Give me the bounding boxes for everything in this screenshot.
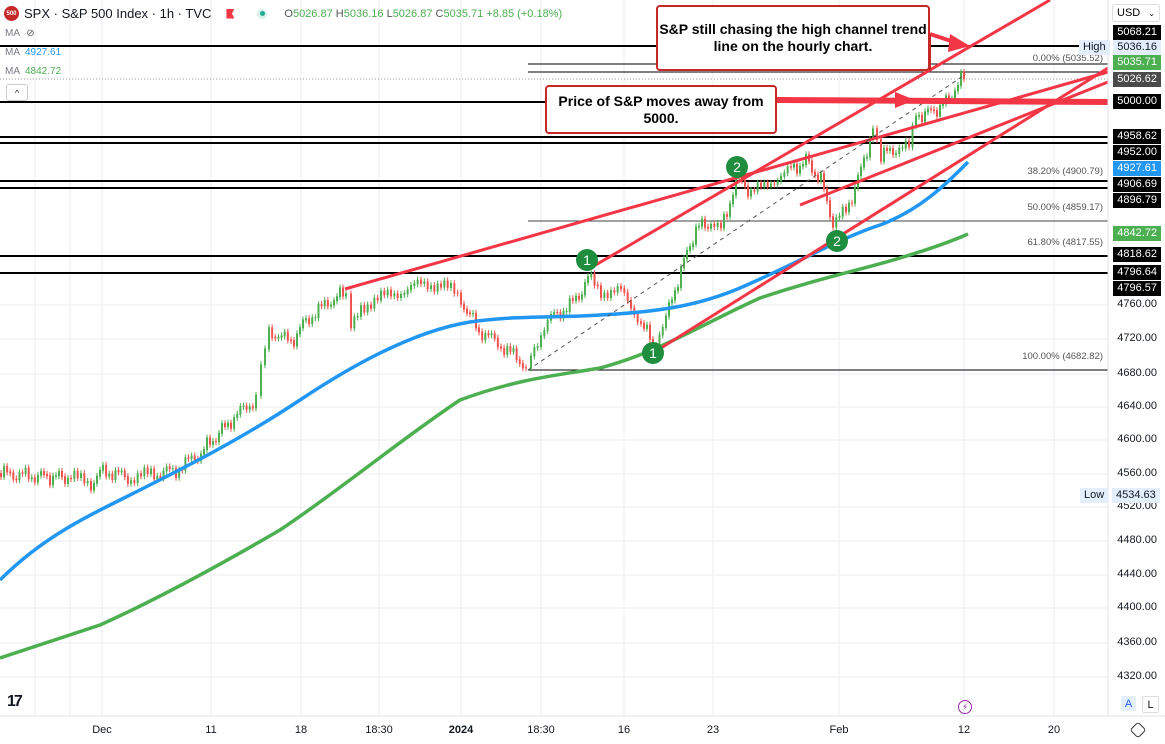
price-tick: 4360.00 bbox=[1117, 636, 1157, 648]
svg-text:2: 2 bbox=[833, 233, 841, 249]
time-tick: 18:30 bbox=[365, 724, 393, 736]
collapse-legend-button[interactable]: ^ bbox=[6, 84, 28, 101]
grid-lines bbox=[0, 0, 1108, 716]
flag-icon[interactable] bbox=[226, 8, 235, 19]
price-tick: 4560.00 bbox=[1117, 467, 1157, 479]
ohlc-values: O5026.87 H5036.16 L5026.87 C5035.71 +8.8… bbox=[284, 7, 563, 20]
price-tick: 4320.00 bbox=[1117, 670, 1157, 682]
change-value: +8.85 (+0.18%) bbox=[486, 7, 563, 20]
price-tick: 4680.00 bbox=[1117, 367, 1157, 379]
low-label: Low bbox=[1080, 488, 1109, 503]
price-tag: 5068.21 bbox=[1113, 25, 1161, 40]
annotation-callout[interactable]: S&P still chasing the high channel trend… bbox=[656, 5, 930, 71]
price-tag: 4818.62 bbox=[1113, 247, 1161, 262]
auto-scale-button[interactable]: A bbox=[1121, 696, 1136, 711]
log-scale-button[interactable]: L bbox=[1142, 696, 1159, 713]
high-label: High bbox=[1079, 40, 1110, 55]
moving-averages bbox=[0, 160, 970, 660]
price-tick: 4480.00 bbox=[1117, 534, 1157, 546]
price-tick: 4520.00 bbox=[1117, 500, 1157, 512]
wave-markers: 1 1 2 2 bbox=[576, 156, 848, 364]
fib-label: 0.00% (5035.52) bbox=[1032, 53, 1103, 64]
annotation-callout[interactable]: Price of S&P moves away from 5000. bbox=[545, 85, 777, 134]
svg-text:1: 1 bbox=[583, 252, 591, 268]
svg-text:2: 2 bbox=[733, 159, 741, 175]
time-tick: 16 bbox=[617, 724, 631, 736]
market-status-icon[interactable] bbox=[257, 8, 268, 19]
fib-label: 50.00% (4859.17) bbox=[1027, 202, 1103, 213]
time-tick: Dec bbox=[92, 724, 112, 736]
chevron-up-icon: ^ bbox=[14, 87, 20, 98]
time-tick: 18 bbox=[294, 724, 308, 736]
time-tick: 12 bbox=[957, 724, 971, 736]
price-tag: 5036.16 bbox=[1113, 40, 1161, 55]
price-tick: 4640.00 bbox=[1117, 400, 1157, 412]
price-tick: 4600.00 bbox=[1117, 433, 1157, 445]
time-tick: Feb bbox=[829, 724, 849, 736]
price-tick: 4720.00 bbox=[1117, 332, 1157, 344]
indicator-ma-slow[interactable]: MA 4842.72 bbox=[5, 66, 62, 77]
price-tag: 4896.79 bbox=[1113, 193, 1161, 208]
price-tick: 4400.00 bbox=[1117, 601, 1157, 613]
price-tick: 4440.00 bbox=[1117, 568, 1157, 580]
time-tick: 18:30 bbox=[527, 724, 555, 736]
price-tag: 4796.64 bbox=[1113, 265, 1161, 280]
indicator-ma-fast[interactable]: MA 4927.61 bbox=[5, 47, 62, 58]
fib-label: 38.20% (4900.79) bbox=[1027, 166, 1103, 177]
price-tag: 4958.62 bbox=[1113, 129, 1161, 144]
tradingview-logo[interactable]: 17 bbox=[7, 693, 23, 710]
lightning-icon[interactable]: ⚡ bbox=[958, 700, 972, 714]
chevron-down-icon: ⌄ bbox=[1148, 8, 1155, 18]
price-tag: 5026.62 bbox=[1113, 72, 1161, 87]
fib-label: 61.80% (4817.55) bbox=[1027, 237, 1103, 248]
time-tick: 20 bbox=[1047, 724, 1061, 736]
time-tick: 11 bbox=[205, 724, 217, 736]
symbol-title[interactable]: SPX · S&P 500 Index · 1h · TVC bbox=[24, 6, 212, 21]
price-tick: 4760.00 bbox=[1117, 298, 1157, 310]
time-tick: 23 bbox=[706, 724, 720, 736]
svg-text:1: 1 bbox=[649, 345, 657, 361]
fib-label: 100.00% (4682.82) bbox=[1022, 351, 1103, 362]
price-tag: 4906.69 bbox=[1113, 177, 1161, 192]
spx-logo-icon: 500 bbox=[4, 6, 19, 21]
symbol-legend[interactable]: 500 SPX · S&P 500 Index · 1h · TVC O5026… bbox=[4, 6, 562, 21]
trend-lines[interactable] bbox=[344, 0, 1109, 371]
currency-select[interactable]: USD ⌄ bbox=[1112, 4, 1160, 22]
eye-hidden-icon[interactable]: ⊘ bbox=[26, 28, 35, 39]
price-tag: 4842.72 bbox=[1113, 226, 1161, 241]
indicator-ma-hidden[interactable]: MA ⊘ bbox=[5, 28, 35, 39]
low-value: 4534.63 bbox=[1112, 488, 1160, 503]
price-tag: 5035.71 bbox=[1113, 55, 1161, 70]
price-tag: 4796.57 bbox=[1113, 281, 1161, 296]
price-tag: 4952.00 bbox=[1113, 145, 1161, 160]
price-tag: 5000.00 bbox=[1113, 94, 1161, 109]
price-tag: 4927.61 bbox=[1113, 161, 1161, 176]
candlesticks bbox=[0, 69, 965, 494]
time-tick: 2024 bbox=[448, 724, 474, 736]
